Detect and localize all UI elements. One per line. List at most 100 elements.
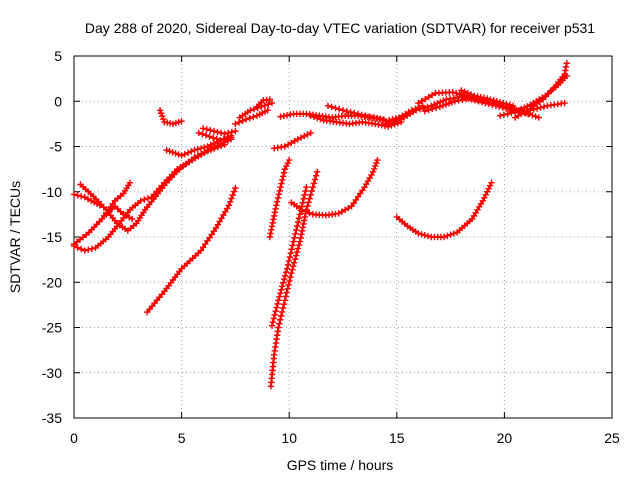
data-point-marker: [242, 116, 250, 123]
data-point-marker: [293, 226, 300, 234]
series-9: [195, 129, 235, 144]
data-point-marker: [421, 108, 428, 115]
x-tick-label: 20: [497, 430, 513, 446]
data-point-marker: [284, 141, 292, 148]
data-point-marker: [351, 109, 358, 117]
data-point-marker: [280, 279, 287, 286]
data-point-marker: [374, 156, 381, 164]
data-point-marker: [307, 191, 314, 198]
data-point-marker: [166, 148, 173, 155]
data-point-marker: [343, 108, 350, 115]
data-point-marker: [328, 103, 335, 111]
data-point-marker: [306, 195, 313, 202]
data-point-marker: [74, 244, 81, 251]
data-point-marker: [141, 196, 148, 203]
data-point-marker: [429, 105, 436, 113]
data-point-marker: [428, 91, 436, 99]
data-point-marker: [288, 139, 295, 147]
data-point-marker: [70, 191, 78, 198]
data-point-marker: [175, 151, 182, 158]
data-point-marker: [191, 154, 198, 161]
data-point-marker: [163, 146, 170, 154]
data-point-marker: [204, 143, 211, 150]
data-point-marker: [270, 315, 278, 322]
data-point-marker: [301, 132, 308, 140]
data-point-marker: [228, 128, 236, 136]
data-point-marker: [267, 230, 274, 237]
data-point-marker: [339, 107, 347, 114]
data-point-marker: [500, 99, 507, 107]
data-point-marker: [214, 128, 221, 136]
data-point-marker: [450, 230, 458, 237]
y-tick-label: -10: [42, 184, 62, 200]
data-point-marker: [295, 215, 303, 222]
data-point-marker: [220, 211, 227, 219]
data-point-marker: [291, 259, 298, 266]
data-point-marker: [298, 231, 305, 238]
data-point-marker: [294, 218, 302, 226]
data-point-marker: [172, 119, 180, 127]
data-point-marker: [169, 120, 177, 128]
data-point-marker: [283, 289, 290, 296]
data-point-marker: [286, 156, 293, 164]
data-point-marker: [227, 198, 234, 206]
data-point-marker: [277, 184, 284, 191]
data-point-marker: [299, 224, 307, 231]
data-point-marker: [74, 192, 81, 199]
data-point-marker: [390, 118, 397, 125]
x-tick-label: 15: [389, 430, 405, 446]
data-point-marker: [308, 187, 315, 195]
data-point-marker: [529, 112, 536, 119]
data-point-marker: [294, 245, 302, 252]
data-point-marker: [232, 120, 239, 128]
data-point-marker: [418, 231, 425, 238]
data-point-marker: [458, 87, 465, 94]
data-point-marker: [281, 272, 289, 279]
data-point-marker: [354, 110, 362, 118]
data-point-marker: [202, 240, 209, 248]
data-point-marker: [424, 103, 431, 111]
data-point-marker: [282, 293, 290, 300]
data-point-marker: [421, 231, 428, 239]
data-point-marker: [324, 102, 332, 109]
x-tick-label: 5: [178, 430, 186, 446]
data-point-marker: [210, 127, 218, 135]
data-point-marker: [277, 316, 284, 323]
chart-title: Day 288 of 2020, Sidereal Day-to-day VTE…: [85, 20, 595, 36]
data-point-marker: [483, 95, 491, 102]
data-point-marker: [278, 286, 285, 293]
series-10: [199, 125, 239, 138]
series-5: [103, 203, 136, 223]
data-point-marker: [524, 110, 532, 118]
data-point-marker: [536, 98, 544, 105]
data-point-marker: [490, 97, 497, 104]
data-point-marker: [279, 283, 286, 290]
data-point-marker: [292, 252, 300, 259]
data-point-marker: [285, 281, 292, 289]
data-point-marker: [279, 173, 287, 180]
data-point-marker: [199, 125, 207, 132]
data-point-marker: [274, 300, 281, 308]
data-point-marker: [126, 179, 134, 186]
data-point-marker: [371, 165, 378, 173]
data-point-marker: [418, 97, 425, 105]
data-point-marker: [434, 100, 441, 107]
data-point-marker: [336, 105, 343, 113]
data-point-marker: [203, 126, 210, 133]
data-point-marker: [210, 140, 218, 147]
data-point-marker: [504, 110, 511, 118]
data-point-marker: [207, 127, 214, 134]
data-point-marker: [278, 180, 285, 187]
data-point-marker: [280, 276, 288, 283]
data-point-marker: [287, 249, 294, 257]
data-point-marker: [210, 227, 218, 235]
data-point-marker: [358, 111, 366, 119]
data-point-marker: [286, 277, 293, 285]
data-point-marker: [246, 114, 253, 122]
data-point-marker: [208, 231, 215, 238]
y-tick-label: 0: [54, 93, 62, 109]
y-tick-label: -15: [42, 229, 62, 245]
data-point-marker: [194, 146, 201, 153]
data-point-marker: [304, 202, 311, 210]
data-point-marker: [272, 205, 279, 213]
